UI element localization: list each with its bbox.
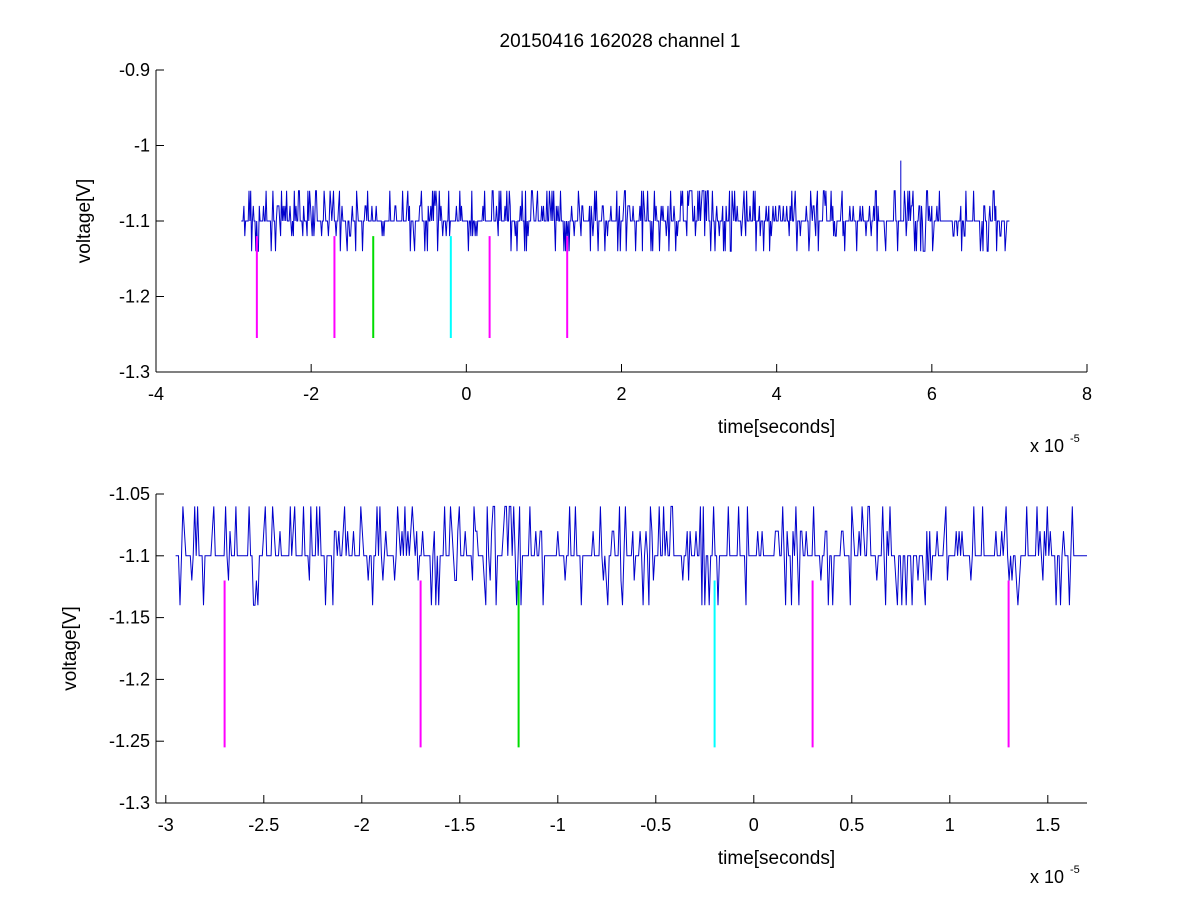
x-axis-label: time[seconds] [718,417,835,438]
x-tick-label: -2.5 [248,815,279,835]
y-tick-label: -1.2 [119,669,150,689]
x-tick-label: -4 [148,384,164,404]
x-multiplier: x 10 [1030,867,1064,887]
bottom-plot: -3 -2.5 -2 -1.5 -1 -0.5 0 0.5 1 1.5 -1.3 -1.25 -1.2 -… [60,484,1087,887]
y-tick-label: -0.9 [119,60,150,80]
y-tick-label: -1.1 [119,211,150,231]
y-tick-label: -1.25 [109,731,150,751]
x-tick-label: 1.5 [1035,815,1060,835]
y-tick-label: -1.15 [109,608,150,628]
y-tick-label: -1.1 [119,546,150,566]
x-tick-label: -2 [354,815,370,835]
x-tick-label: -3 [158,815,174,835]
voltage-trace [175,505,1087,606]
x-multiplier: x 10 [1030,436,1064,456]
y-tick-label: -1.3 [119,362,150,382]
top-plot: -4 -2 0 2 4 6 8 -1.3 -1.2 -1.1 -1 -0.9 time[seconds]… [74,60,1092,456]
x-multiplier-exponent: -5 [1070,864,1080,876]
x-tick-label: 0 [461,384,471,404]
x-tick-label: -2 [303,384,319,404]
x-tick-label: 6 [927,384,937,404]
y-tick-label: -1.05 [109,484,150,504]
x-tick-label: 8 [1082,384,1092,404]
x-tick-label: 0 [749,815,759,835]
x-tick-label: -1.5 [444,815,475,835]
figure-title: 20150416 162028 channel 1 [500,31,741,52]
x-tick-label: -0.5 [640,815,671,835]
x-tick-label: -1 [550,815,566,835]
x-tick-label: 4 [772,384,782,404]
x-tick-label: 1 [945,815,955,835]
voltage-trace [241,190,1010,252]
y-tick-label: -1 [134,136,150,156]
x-axis-label: time[seconds] [718,848,835,869]
x-tick-label: 0.5 [839,815,864,835]
y-axis-label: voltage[V] [74,179,95,264]
y-axis-label: voltage[V] [60,606,81,691]
x-tick-label: 2 [616,384,626,404]
x-multiplier-exponent: -5 [1070,433,1080,445]
y-tick-label: -1.2 [119,287,150,307]
y-tick-label: -1.3 [119,793,150,813]
